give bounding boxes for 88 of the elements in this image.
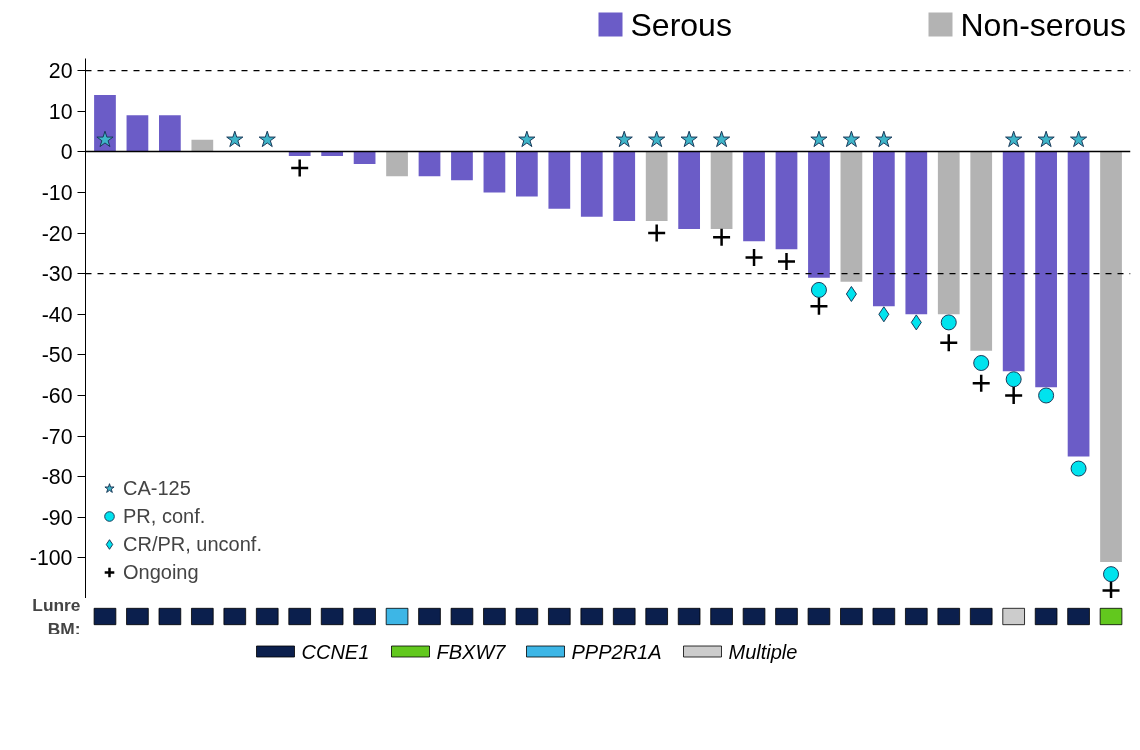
bar [353, 151, 376, 165]
point [1101, 580, 1121, 598]
y-tick-label: 10 [48, 99, 73, 124]
y-tick-label: -40 [41, 302, 73, 327]
y-tick-label: 0 [60, 140, 73, 165]
bar [1002, 151, 1025, 372]
point [878, 306, 890, 323]
point [226, 130, 244, 148]
legend-label: PR, conf. [123, 504, 206, 528]
bar [288, 151, 311, 156]
bar [775, 151, 798, 250]
point [289, 158, 310, 178]
point [973, 355, 990, 371]
point [648, 130, 666, 148]
y-tick-label: -50 [41, 343, 73, 368]
point [810, 130, 828, 148]
y-tick-label: -70 [41, 424, 73, 449]
bar [872, 151, 895, 307]
bar [580, 151, 603, 217]
bar [1100, 151, 1122, 562]
point [1005, 130, 1023, 148]
y-tick-label: -30 [41, 262, 73, 287]
legend-label: CR/PR, unconf. [123, 532, 262, 556]
point [842, 130, 860, 148]
bar [613, 151, 636, 221]
y-tick-label: -90 [41, 505, 73, 530]
point [845, 285, 857, 302]
point [810, 281, 827, 298]
bar [159, 115, 181, 152]
legend-label: CA-125 [123, 476, 191, 500]
point [1103, 566, 1120, 583]
legend-label: Non-serous [960, 6, 1126, 43]
bar [548, 151, 571, 209]
point [96, 130, 114, 148]
point [1005, 371, 1022, 388]
point [258, 130, 276, 148]
point [910, 314, 922, 331]
point [713, 130, 731, 148]
y-tick-label: -100 [29, 546, 73, 571]
bar [126, 115, 149, 152]
bar [937, 151, 960, 315]
y-tick-label: -10 [41, 180, 73, 205]
point [1070, 460, 1087, 477]
bar [645, 151, 668, 221]
y-tick-label: 20 [48, 59, 73, 84]
bar [808, 151, 830, 278]
bar [840, 151, 863, 282]
point [1038, 387, 1055, 404]
legend-label: PPP2R1A [571, 640, 662, 663]
point [809, 296, 829, 316]
point [1069, 130, 1088, 148]
bar [743, 151, 765, 242]
bar [905, 151, 928, 315]
point [680, 130, 698, 148]
legend-label: Serous [630, 6, 732, 43]
bar [515, 151, 538, 197]
legend-label: CCNE1 [301, 640, 370, 663]
legend-label: FBXW7 [436, 640, 507, 663]
point [646, 223, 667, 243]
bar [94, 95, 116, 152]
y-tick-label: -80 [41, 465, 73, 490]
point [971, 373, 991, 394]
bar [191, 139, 214, 152]
y-axis-title: Lunre BM: [32, 594, 81, 639]
bar [970, 151, 993, 351]
bar [418, 151, 441, 177]
bar [321, 151, 344, 156]
bar [451, 151, 473, 181]
point [615, 130, 633, 148]
y-tick-label: -20 [41, 221, 73, 246]
bar [483, 151, 506, 193]
point [939, 332, 959, 353]
bar [1067, 151, 1090, 457]
bar [678, 151, 701, 230]
legend-label: Ongoing [123, 560, 199, 584]
bar [386, 151, 408, 177]
point [1037, 130, 1055, 148]
bar [710, 151, 733, 230]
y-tick-label: -60 [41, 383, 73, 408]
point [744, 247, 764, 268]
point [711, 227, 732, 247]
point [875, 130, 893, 148]
legend-label: Multiple [728, 640, 798, 663]
point [1003, 385, 1024, 406]
point [940, 314, 957, 331]
bar [1035, 151, 1057, 388]
point [518, 130, 536, 148]
point [776, 251, 797, 272]
